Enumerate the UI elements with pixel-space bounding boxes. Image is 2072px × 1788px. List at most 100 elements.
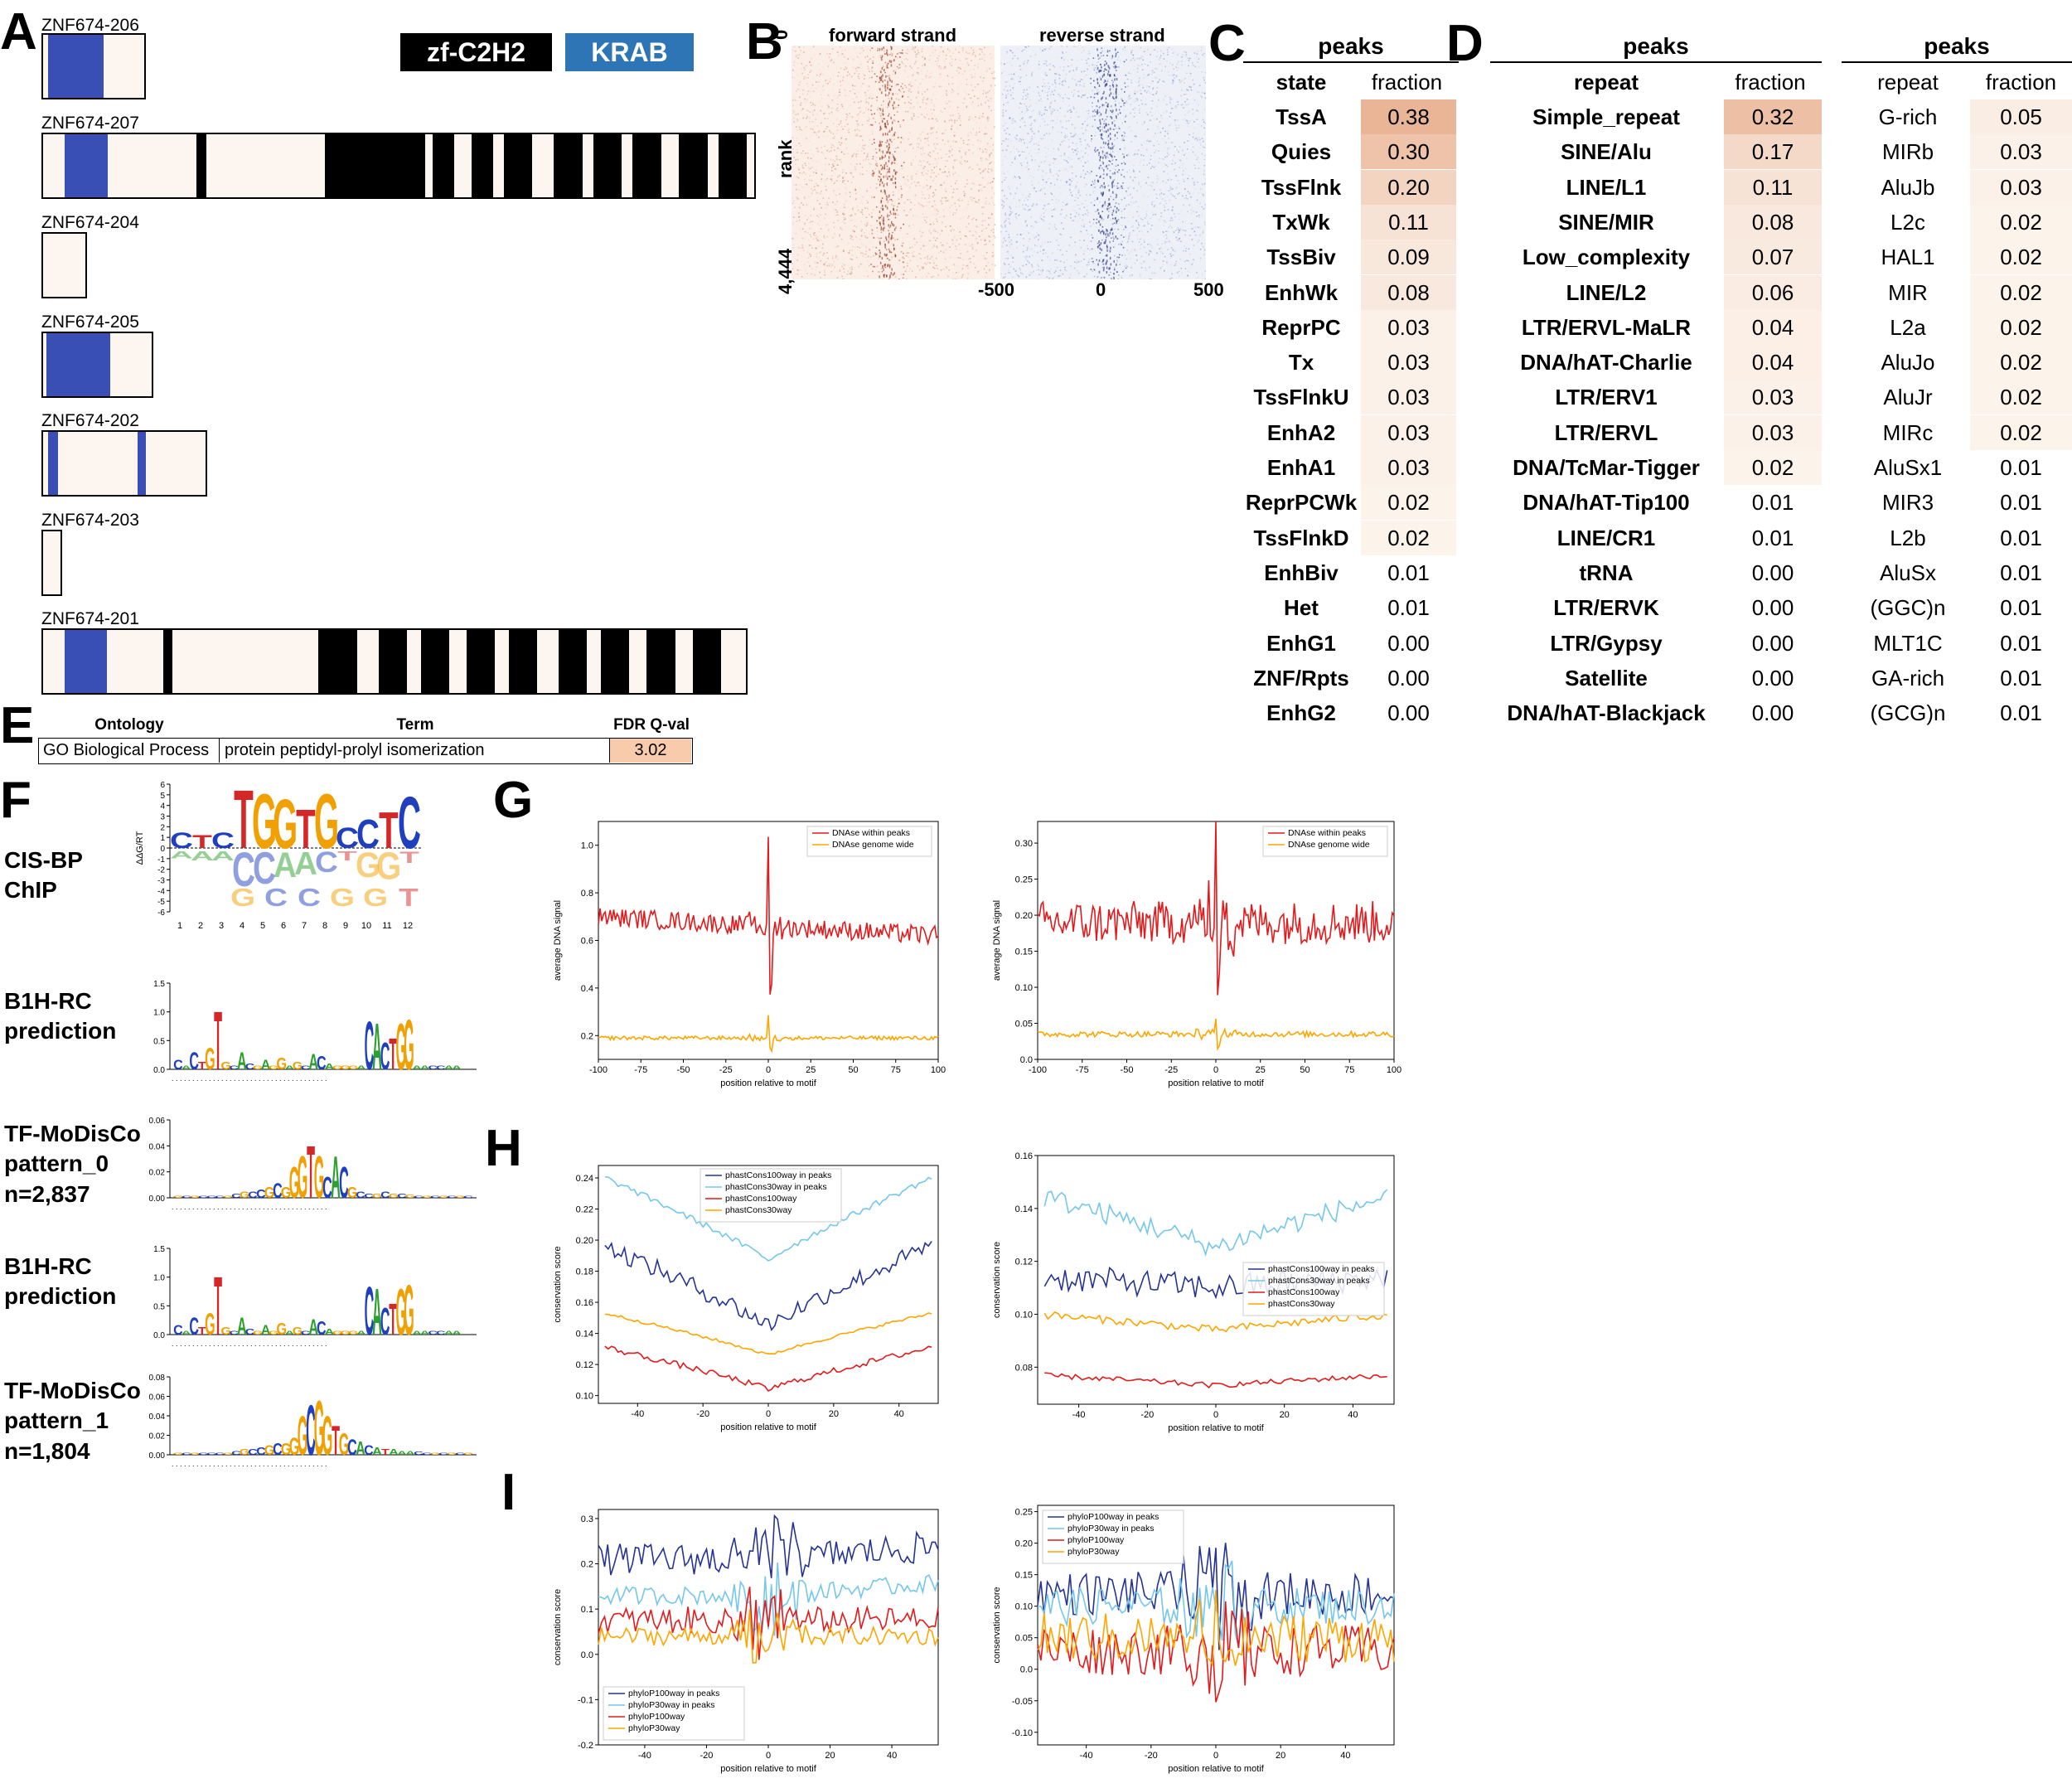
logo-letter: G [314, 779, 339, 865]
row-value: 0.01 [2000, 665, 2042, 690]
logo-letter: C [428, 1330, 438, 1336]
isoform-label: ZNF674-203 [41, 511, 139, 530]
logo-letter: A [452, 1330, 462, 1336]
logo-letter: A [412, 1064, 422, 1071]
logo-letter: G [269, 1330, 279, 1336]
logo-letter: G [322, 1406, 333, 1467]
logo-letter: C [264, 884, 288, 912]
logo-letter: A [237, 1313, 247, 1341]
row-value: 0.02 [2000, 209, 2042, 235]
row-value: 0.09 [1387, 245, 1430, 270]
legend-entry: phyloP30way in peaks [628, 1700, 714, 1710]
row-value: 0.02 [2000, 419, 2042, 445]
logo-letter: G [273, 785, 298, 863]
logo-xtick: 2 [198, 921, 203, 931]
y-axis-label: conservation score [553, 1246, 563, 1322]
logo-ytick: 0.04 [149, 1142, 166, 1151]
logo-xtick: 8 [322, 921, 327, 931]
logo-letter: T [214, 1261, 222, 1354]
logo-letter: A [444, 1064, 454, 1071]
logo-letter: G [220, 1060, 231, 1072]
series-line [1037, 821, 1395, 996]
logo-letter: C [356, 1190, 366, 1200]
forward-strand-label: forward strand [829, 25, 957, 46]
y-tick-label: 0.10 [576, 1392, 593, 1402]
logo-letter: G [340, 1064, 351, 1071]
fraction-cell-bg [1724, 414, 1822, 450]
legend [1262, 826, 1388, 857]
y-tick-label: 0.0 [1020, 1055, 1033, 1065]
logo-letter: C [298, 884, 321, 912]
series-line [598, 836, 939, 995]
logo-letter: G [348, 1330, 359, 1336]
row-value: 0.00 [1751, 560, 1794, 585]
sequence-logo: 0.080.060.040.020.00. . . . . . . . . . … [149, 1374, 477, 1472]
go-row [38, 738, 693, 764]
logo-letter: C [273, 1180, 283, 1203]
logo-letter: A [412, 1330, 422, 1336]
logo-xtick: 5 [260, 921, 265, 931]
logo-letter: T [214, 996, 222, 1088]
y-axis-label: average DNA signal [992, 900, 1002, 981]
isoform-bar [41, 232, 87, 298]
fraction-cell-bg [1361, 169, 1456, 205]
logo-letter: G [298, 1406, 308, 1467]
series-line [604, 1312, 932, 1355]
legend-entry: phastCons30way in peaks [725, 1182, 827, 1192]
legend-entry: phastCons100way [1268, 1287, 1340, 1297]
krab-domain [64, 134, 108, 197]
zf-c2h2-domain [558, 630, 588, 693]
logo-letter: G [376, 845, 401, 888]
y-tick-label: 0.25 [1015, 875, 1033, 885]
row-value: 0.03 [2000, 139, 2042, 165]
row-value: 0.07 [1751, 245, 1794, 270]
logo-xtick: 10 [361, 921, 371, 931]
y-tick-label: 0.16 [1015, 1151, 1033, 1161]
logo-ytick: 0.0 [153, 1331, 165, 1340]
series-line [1043, 1311, 1387, 1333]
logo-letter: T [389, 1030, 397, 1080]
legend-entry: phastCons30way in peaks [1268, 1276, 1370, 1286]
chart-h-right: -40 -20 0 20 40 0.08 0.10 0.12 0.14 0.16 position … [992, 1151, 1395, 1433]
logo-letter: C [398, 782, 421, 865]
logo-letter: C [189, 1048, 199, 1076]
legend-krab: KRAB [565, 33, 694, 71]
logo-letter: A [308, 1049, 318, 1074]
logo-letter: C [430, 1195, 440, 1199]
column-header-fraction: fraction [1985, 70, 2057, 94]
isoform-label: ZNF674-201 [41, 609, 139, 628]
logo-letter: G [455, 1195, 466, 1199]
legend-entry: phyloP100way in peaks [628, 1689, 719, 1698]
logo-ytick: 0.5 [153, 1302, 165, 1311]
logo-xtick: 6 [281, 921, 286, 931]
logo-letter: A [237, 1048, 247, 1076]
logo-xtick: 9 [343, 921, 348, 931]
x-tick-label: -50 [677, 1065, 690, 1075]
logo-ytick: 1.5 [153, 980, 165, 989]
logo-letter: C [189, 1313, 199, 1341]
zf-c2h2-domain [503, 134, 533, 197]
logo-letter: A [211, 849, 235, 863]
row-value: 0.01 [1751, 490, 1794, 516]
go-term: protein peptidyl-prolyl isomerization [220, 738, 610, 763]
logo-letter: A [356, 1330, 366, 1336]
x-tick-label: 0 [766, 1065, 771, 1075]
logo-letter: C [380, 1035, 390, 1078]
table-rule [1243, 61, 1459, 63]
logo-ytick: 1.5 [153, 1245, 165, 1254]
strand-heatmap [792, 46, 1206, 279]
series-line [1037, 1589, 1395, 1667]
row-label: HAL1 [1881, 245, 1935, 270]
panel-letter-i: I [501, 1464, 516, 1521]
x-tick-label: 25 [806, 1065, 816, 1075]
x-tick-label: -100 [1029, 1065, 1047, 1075]
logo-ytick: 0.06 [149, 1117, 166, 1126]
row-label: TssA [1276, 104, 1327, 129]
fraction-cell-bg [1724, 450, 1822, 485]
x-tick-label: -40 [1080, 1751, 1093, 1761]
logo-letter: C [365, 1272, 375, 1349]
x-tick-label: 0 [1213, 1751, 1218, 1761]
logo-letter: A [444, 1330, 454, 1336]
x-tick-label: 40 [1340, 1751, 1350, 1761]
fraction-cell-bg [1361, 414, 1456, 450]
